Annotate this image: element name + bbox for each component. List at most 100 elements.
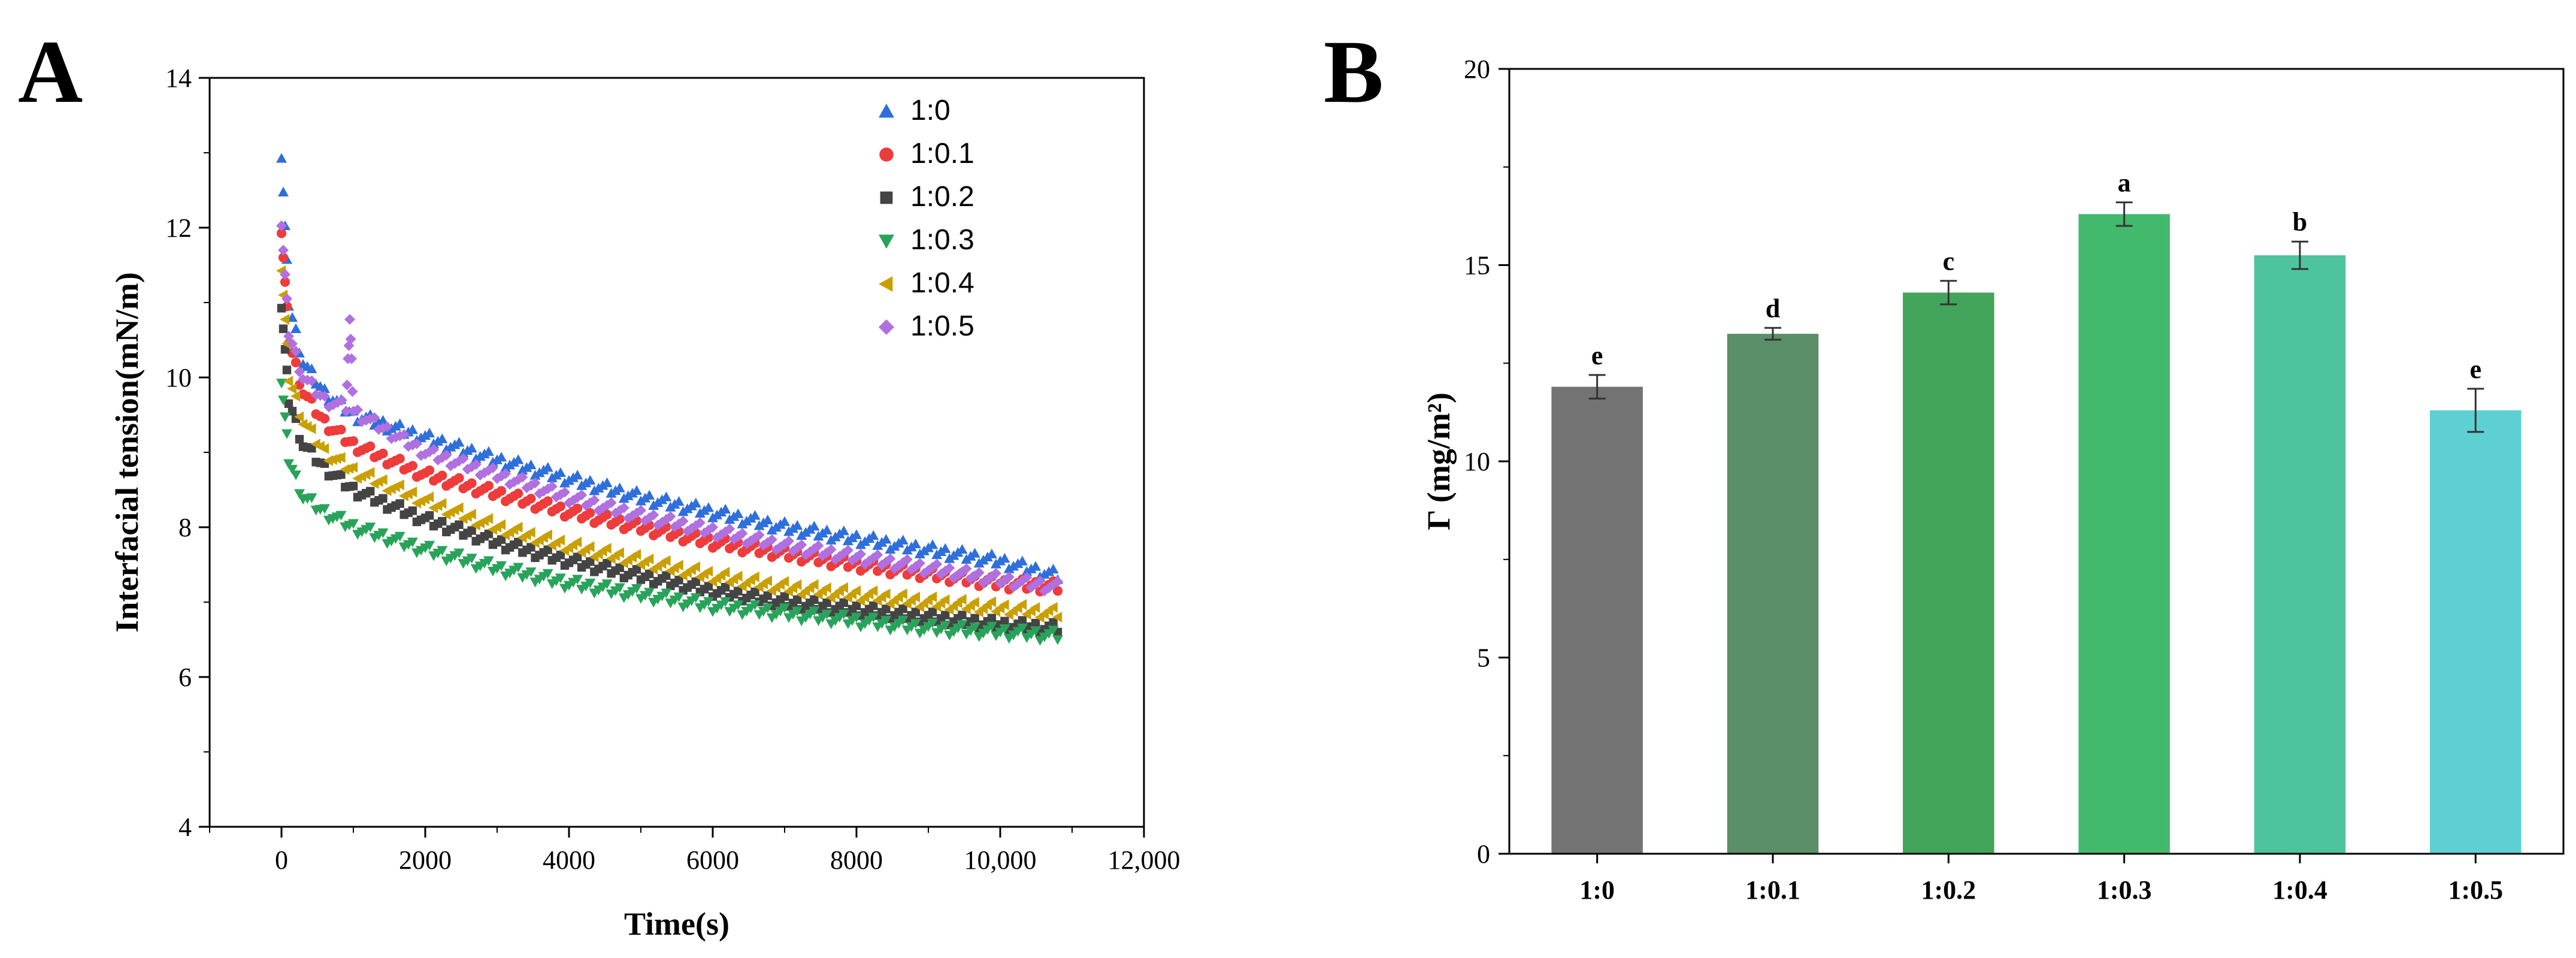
data-point xyxy=(394,479,404,491)
data-point xyxy=(783,535,795,546)
data-point xyxy=(466,443,477,453)
data-point xyxy=(661,588,672,599)
panel-label-b: B xyxy=(1324,22,1384,122)
data-point xyxy=(1048,563,1059,574)
data-point xyxy=(603,558,612,568)
data-point xyxy=(411,438,422,449)
data-point xyxy=(497,535,506,544)
data-point xyxy=(677,515,689,527)
data-point xyxy=(319,383,330,393)
x-tick-label: 1:0.2 xyxy=(1921,875,1976,905)
data-point xyxy=(542,462,553,472)
data-point xyxy=(852,602,861,611)
data-point xyxy=(1052,586,1063,596)
data-point xyxy=(306,375,317,386)
data-point xyxy=(927,618,939,628)
data-point xyxy=(999,599,1009,611)
data-point xyxy=(437,546,448,556)
data-point xyxy=(283,459,294,469)
data-point xyxy=(779,516,790,526)
data-point xyxy=(335,452,346,463)
data-point xyxy=(352,404,364,416)
data-point xyxy=(618,502,629,513)
data-point xyxy=(287,312,298,322)
data-point xyxy=(635,504,646,516)
data-point xyxy=(496,452,507,462)
legend-label: 1:0 xyxy=(910,95,951,126)
data-point xyxy=(995,555,1006,566)
series-1-0-3 xyxy=(276,379,1063,646)
data-point xyxy=(842,545,853,556)
data-point xyxy=(508,457,520,467)
data-point xyxy=(517,472,528,483)
data-point xyxy=(901,554,913,565)
data-point xyxy=(910,538,921,549)
data-point xyxy=(1030,602,1040,614)
data-point xyxy=(809,521,820,531)
data-point xyxy=(278,186,289,197)
data-point xyxy=(602,509,612,519)
data-point xyxy=(585,578,596,589)
data-point xyxy=(542,569,553,579)
data-point xyxy=(810,595,819,604)
data-point xyxy=(428,444,440,455)
data-point xyxy=(572,575,583,585)
data-point xyxy=(1043,566,1055,576)
data-point xyxy=(690,497,701,507)
legend-marker xyxy=(879,104,894,118)
x-axis-title-a: Time(s) xyxy=(624,906,729,942)
data-point xyxy=(284,399,293,408)
data-point xyxy=(568,472,579,482)
data-point xyxy=(283,331,294,342)
data-point xyxy=(550,470,562,480)
legend-label: 1:0.1 xyxy=(910,138,974,170)
data-point xyxy=(585,508,595,518)
data-point xyxy=(626,488,638,498)
data-point xyxy=(940,621,951,631)
data-point xyxy=(483,480,494,491)
data-point xyxy=(885,553,896,564)
data-point xyxy=(534,467,545,478)
data-point xyxy=(277,304,286,313)
data-point xyxy=(855,548,867,560)
data-point xyxy=(280,277,290,287)
data-point xyxy=(294,489,305,499)
data-point xyxy=(307,443,316,453)
data-point xyxy=(514,537,523,547)
data-point xyxy=(914,558,925,569)
data-point xyxy=(492,454,503,464)
data-point xyxy=(424,465,435,476)
data-point xyxy=(749,600,761,611)
data-point xyxy=(573,552,582,562)
bar-1-0-3 xyxy=(2078,214,2170,854)
data-point xyxy=(496,519,506,530)
data-point xyxy=(398,429,410,440)
data-point xyxy=(572,536,582,548)
data-point xyxy=(990,568,1001,579)
x-tick-label: 6000 xyxy=(686,845,739,875)
data-point xyxy=(614,547,624,558)
data-point xyxy=(662,571,671,580)
data-point xyxy=(940,594,950,606)
data-point xyxy=(969,548,980,558)
data-point xyxy=(306,423,316,434)
data-point xyxy=(348,462,358,473)
data-point xyxy=(543,496,553,506)
data-point xyxy=(576,489,588,501)
data-point xyxy=(753,530,765,541)
significance-letter: b xyxy=(2293,207,2307,237)
legend-marker xyxy=(879,319,894,335)
data-point xyxy=(287,383,297,394)
data-point xyxy=(287,338,298,349)
data-point xyxy=(425,511,434,520)
data-point xyxy=(337,470,346,479)
data-point xyxy=(969,622,980,633)
data-point xyxy=(589,485,600,495)
data-point xyxy=(910,591,921,603)
data-point xyxy=(407,461,417,471)
data-point xyxy=(365,441,376,451)
data-point xyxy=(1012,558,1024,569)
data-point xyxy=(466,509,476,520)
data-point xyxy=(295,434,304,444)
data-point xyxy=(377,415,389,425)
